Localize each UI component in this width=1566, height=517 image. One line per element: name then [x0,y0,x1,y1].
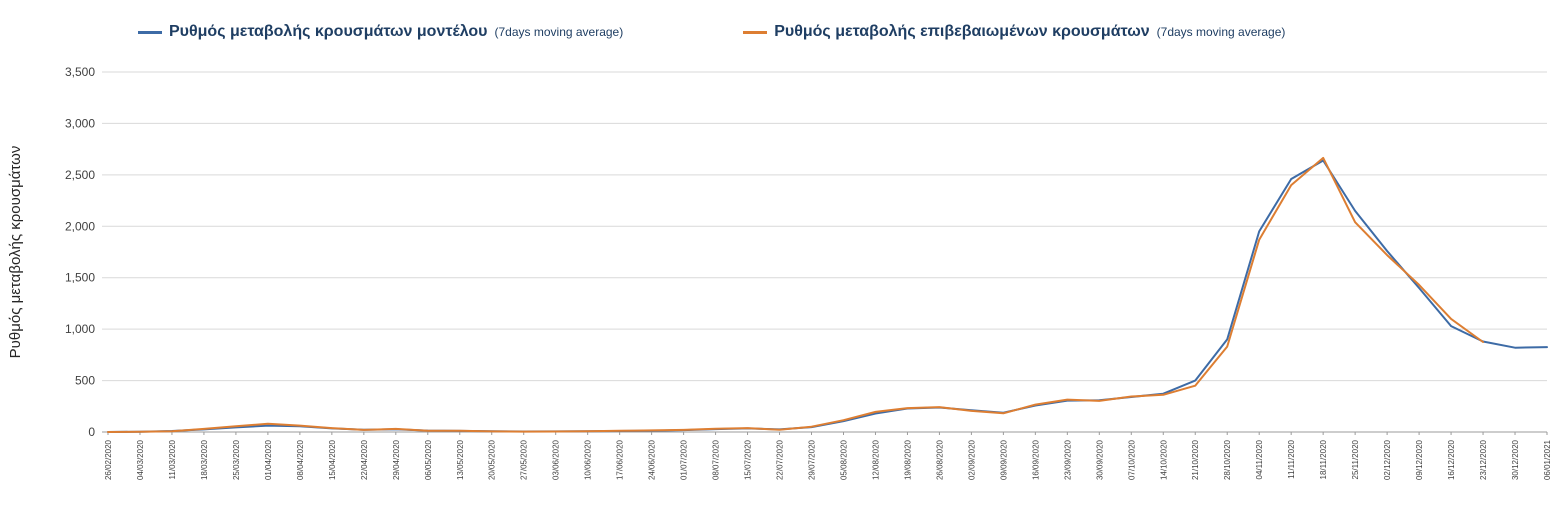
y-tick-label: 1,000 [65,322,95,336]
y-tick-label: 0 [88,425,95,439]
x-tick-label: 29/04/2020 [392,439,401,480]
legend-label-model: Ρυθμός μεταβολής κρουσμάτων μοντέλου [169,23,488,40]
series-line-confirmed [107,156,1484,433]
y-tick-label: 3,000 [65,116,95,130]
legend: Ρυθμός μεταβολής κρουσμάτων μοντέλου (7d… [0,0,1566,50]
x-tick-label: 06/01/2021 [1543,439,1552,480]
y-tick-label: 1,500 [65,271,95,285]
x-tick-label: 16/12/2020 [1447,439,1456,480]
x-tick-label: 12/08/2020 [871,439,880,480]
legend-suffix-confirmed: (7days moving average) [1156,25,1286,39]
x-tick-label: 27/05/2020 [520,439,529,480]
x-tick-label: 05/08/2020 [839,439,848,480]
x-tick-label: 17/06/2020 [616,439,625,480]
x-tick-label: 22/04/2020 [360,439,369,480]
legend-label-confirmed: Ρυθμός μεταβολής επιβεβαιωμένων κρουσμάτ… [774,23,1150,40]
x-tick-label: 30/09/2020 [1095,439,1104,480]
series-line-model [107,159,1548,433]
x-tick-label: 08/07/2020 [712,439,721,480]
x-tick-label: 23/12/2020 [1479,439,1488,480]
x-tick-label: 25/11/2020 [1351,439,1360,479]
x-tick-label: 10/06/2020 [584,439,593,480]
y-tick-label: 3,500 [65,65,95,79]
x-tick-label: 15/04/2020 [328,439,337,480]
x-tick-label: 08/04/2020 [296,439,305,480]
x-tick-label: 22/07/2020 [776,439,785,480]
x-tick-label: 19/08/2020 [903,439,912,480]
x-tick-label: 01/07/2020 [680,439,689,480]
y-tick-label: 500 [75,374,95,388]
legend-line-confirmed-icon [743,30,768,34]
y-tick-label: 2,000 [65,219,95,233]
legend-suffix-model: (7days moving average) [494,25,624,39]
x-tick-label: 30/12/2020 [1511,439,1520,480]
x-tick-label: 25/03/2020 [232,439,241,480]
x-tick-label: 02/12/2020 [1383,439,1392,480]
x-tick-label: 06/05/2020 [424,439,433,480]
y-axis-title: Ρυθμός μεταβολής κρουσμάτων [7,146,24,359]
legend-item-confirmed: Ρυθμός μεταβολής επιβεβαιωμένων κρουσμάτ… [743,23,1285,41]
x-tick-label: 26/08/2020 [935,439,944,480]
x-tick-label: 09/09/2020 [999,439,1008,480]
x-tick-label: 11/11/2020 [1287,439,1296,478]
legend-item-model: Ρυθμός μεταβολής κρουσμάτων μοντέλου (7d… [138,23,623,41]
x-tick-label: 29/07/2020 [808,439,817,480]
x-tick-label: 11/03/2020 [168,439,177,479]
x-tick-label: 18/11/2020 [1319,439,1328,479]
x-tick-label: 04/11/2020 [1255,439,1264,479]
x-tick-label: 03/06/2020 [552,439,561,480]
x-tick-label: 04/03/2020 [136,439,145,480]
x-tick-label: 24/06/2020 [648,439,657,480]
x-tick-label: 15/07/2020 [744,439,753,480]
legend-line-model-icon [138,30,162,34]
x-tick-label: 16/09/2020 [1031,439,1040,480]
x-tick-label: 23/09/2020 [1063,439,1072,480]
chart-svg: 0 500 1,000 1,500 2,000 2,500 3,000 3,500 26/02/… [7,65,1552,480]
x-tick-label: 21/10/2020 [1191,439,1200,480]
x-tick-label: 18/03/2020 [200,439,209,480]
x-tick-label: 01/04/2020 [264,439,273,480]
y-tick-label: 2,500 [65,168,95,182]
x-tick-label: 13/05/2020 [456,439,465,480]
x-tick-label: 07/10/2020 [1127,439,1136,480]
x-tick-label: 02/09/2020 [967,439,976,480]
chart-area: 0 500 1,000 1,500 2,000 2,500 3,000 3,500 26/02/… [0,50,1566,517]
x-tick-label: 20/05/2020 [488,439,497,480]
x-tick-label: 09/12/2020 [1415,439,1424,480]
x-tick-label: 14/10/2020 [1159,439,1168,480]
x-tick-label: 26/02/2020 [104,439,113,480]
x-tick-label: 28/10/2020 [1223,439,1232,480]
